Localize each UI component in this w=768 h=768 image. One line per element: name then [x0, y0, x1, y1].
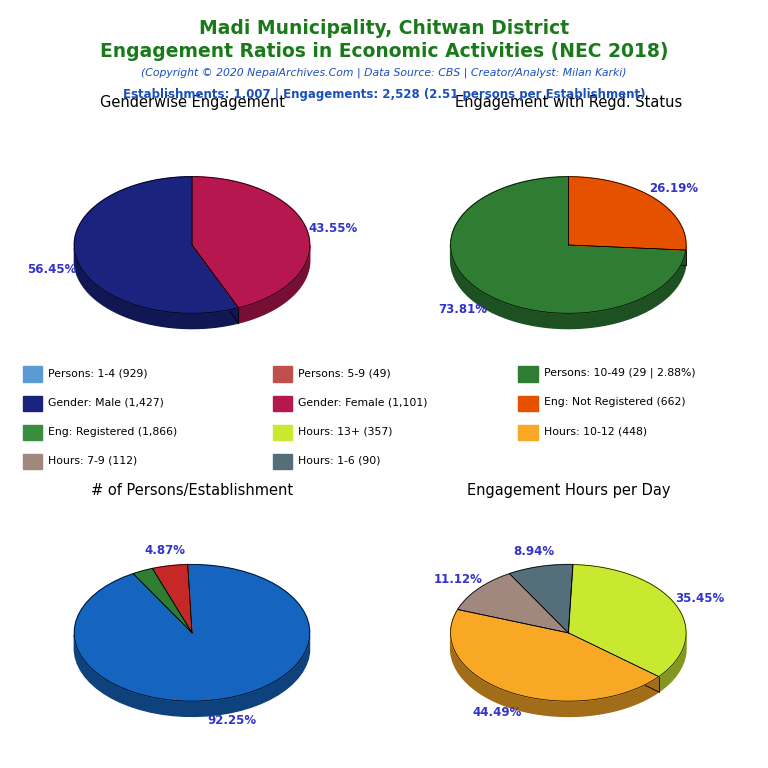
Text: Madi Municipality, Chitwan District: Madi Municipality, Chitwan District [199, 19, 569, 38]
Text: Gender: Male (1,427): Gender: Male (1,427) [48, 397, 164, 408]
Text: Hours: 7-9 (112): Hours: 7-9 (112) [48, 455, 137, 466]
Text: 11.12%: 11.12% [434, 573, 483, 586]
Polygon shape [238, 246, 310, 323]
Polygon shape [659, 634, 686, 692]
Title: Engagement Hours per Day: Engagement Hours per Day [467, 483, 670, 498]
Polygon shape [568, 564, 686, 677]
Polygon shape [451, 245, 686, 329]
Text: Eng: Not Registered (662): Eng: Not Registered (662) [544, 397, 685, 408]
Title: Genderwise Engagement: Genderwise Engagement [100, 95, 284, 110]
Text: 43.55%: 43.55% [308, 222, 357, 235]
Text: Hours: 13+ (357): Hours: 13+ (357) [298, 426, 392, 437]
Polygon shape [74, 564, 310, 701]
Polygon shape [451, 177, 686, 313]
Text: Hours: 10-12 (448): Hours: 10-12 (448) [544, 426, 647, 437]
Title: Engagement with Regd. Status: Engagement with Regd. Status [455, 95, 682, 110]
Text: 4.87%: 4.87% [144, 545, 185, 558]
Polygon shape [509, 564, 573, 633]
Polygon shape [451, 635, 659, 717]
Polygon shape [152, 564, 192, 633]
Polygon shape [74, 249, 238, 329]
Text: Engagement Ratios in Economic Activities (NEC 2018): Engagement Ratios in Economic Activities… [100, 42, 668, 61]
Polygon shape [458, 574, 568, 633]
Text: 8.94%: 8.94% [513, 545, 554, 558]
Text: 44.49%: 44.49% [472, 707, 521, 719]
Title: # of Persons/Establishment: # of Persons/Establishment [91, 483, 293, 498]
Text: Persons: 1-4 (929): Persons: 1-4 (929) [48, 368, 148, 379]
Text: 73.81%: 73.81% [439, 303, 488, 316]
Text: (Copyright © 2020 NepalArchives.Com | Data Source: CBS | Creator/Analyst: Milan : (Copyright © 2020 NepalArchives.Com | Da… [141, 68, 627, 78]
Text: 26.19%: 26.19% [649, 182, 698, 195]
Polygon shape [451, 610, 659, 701]
Polygon shape [192, 177, 310, 308]
Text: 92.25%: 92.25% [207, 714, 257, 727]
Text: Establishments: 1,007 | Engagements: 2,528 (2.51 persons per Establishment): Establishments: 1,007 | Engagements: 2,5… [123, 88, 645, 101]
Polygon shape [133, 568, 192, 633]
Text: Eng: Registered (1,866): Eng: Registered (1,866) [48, 426, 177, 437]
Text: Hours: 1-6 (90): Hours: 1-6 (90) [298, 455, 380, 466]
Text: 56.45%: 56.45% [27, 263, 76, 276]
Text: Persons: 5-9 (49): Persons: 5-9 (49) [298, 368, 391, 379]
Polygon shape [74, 177, 238, 313]
Polygon shape [74, 635, 310, 717]
Text: 35.45%: 35.45% [675, 592, 724, 605]
Text: Persons: 10-49 (29 | 2.88%): Persons: 10-49 (29 | 2.88%) [544, 368, 695, 379]
Polygon shape [568, 177, 686, 250]
Text: Gender: Female (1,101): Gender: Female (1,101) [298, 397, 428, 408]
